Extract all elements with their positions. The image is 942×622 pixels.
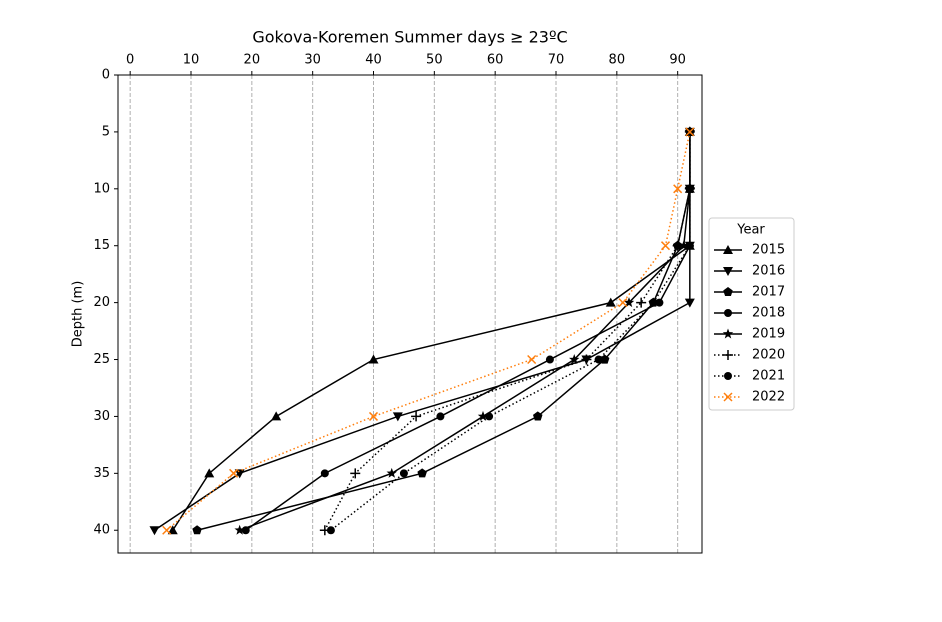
y-tick-label: 35 [93,466,110,481]
marker [532,411,543,421]
marker [685,241,694,250]
marker [234,469,245,479]
marker [326,526,335,535]
marker [436,412,445,421]
marker [527,354,537,365]
series-line [330,131,691,531]
legend-marker [722,328,734,339]
marker [655,298,664,307]
marker [649,298,658,307]
marker [545,355,554,364]
legend-label: 2016 [752,264,785,279]
legend-marker [724,309,732,317]
marker [569,354,580,364]
series-line [239,131,691,531]
marker [368,411,379,421]
marker [162,525,172,535]
marker [673,184,683,194]
x-tick-label: 0 [126,53,134,68]
marker [581,354,592,365]
legend-label: 2020 [752,348,785,363]
series-line [196,131,691,531]
marker [149,526,160,536]
y-tick-label: 30 [93,409,110,424]
x-tick-label: 80 [609,53,626,68]
x-tick-label: 60 [487,53,504,68]
y-tick-label: 40 [93,523,110,538]
series-line [245,131,691,531]
legend-label: 2022 [752,390,785,405]
legend-marker [723,392,733,402]
legend-marker [723,267,733,276]
y-tick-label: 20 [93,295,110,310]
x-tick-label: 90 [669,53,686,68]
marker [636,297,647,308]
marker [320,469,329,478]
marker [399,469,408,478]
x-tick-label: 50 [426,53,443,68]
y-tick-label: 10 [93,181,110,196]
legend-label: 2017 [752,285,785,300]
legend-marker [723,350,733,360]
marker [685,184,694,193]
marker [599,354,610,364]
x-tick-label: 40 [365,53,382,68]
marker [368,354,379,364]
marker [386,467,397,478]
marker [234,524,245,535]
legend-marker [723,287,733,297]
legend-marker [723,245,733,254]
x-tick-label: 10 [183,53,200,68]
marker [350,468,361,479]
legend-box [708,217,795,411]
marker [623,297,635,308]
legend-marker [724,372,732,380]
marker [660,241,671,251]
x-tick-label: 70 [548,53,565,68]
marker [392,412,403,422]
x-tick-label: 30 [304,53,321,68]
legend-title: Year [736,223,765,238]
plot-frame [117,74,703,554]
marker [684,298,695,308]
series-line [324,131,691,531]
marker [672,240,683,251]
series-line [166,131,691,531]
marker [605,297,616,307]
legend-label: 2021 [752,369,785,384]
marker [229,468,239,478]
y-tick-label: 25 [93,352,110,367]
marker [204,468,215,478]
marker [678,240,689,251]
marker [477,410,489,421]
marker [192,525,202,535]
y-tick-label: 5 [102,124,110,139]
marker [411,411,422,422]
legend-label: 2018 [752,306,785,321]
marker [594,355,603,364]
legend-label: 2019 [752,327,785,342]
y-tick-label: 15 [93,238,110,253]
y-tick-label: 0 [102,68,110,83]
marker [485,412,494,421]
chart-title: Gokova-Koremen Summer days ≥ 23ºC [252,28,567,47]
x-tick-label: 20 [244,53,261,68]
marker [417,468,427,478]
marker [167,525,178,535]
y-axis-label: Depth (m) [71,281,86,348]
legend-label: 2015 [752,243,785,258]
marker [685,127,695,137]
marker [618,298,628,308]
marker [271,411,282,421]
series-line [172,131,691,531]
